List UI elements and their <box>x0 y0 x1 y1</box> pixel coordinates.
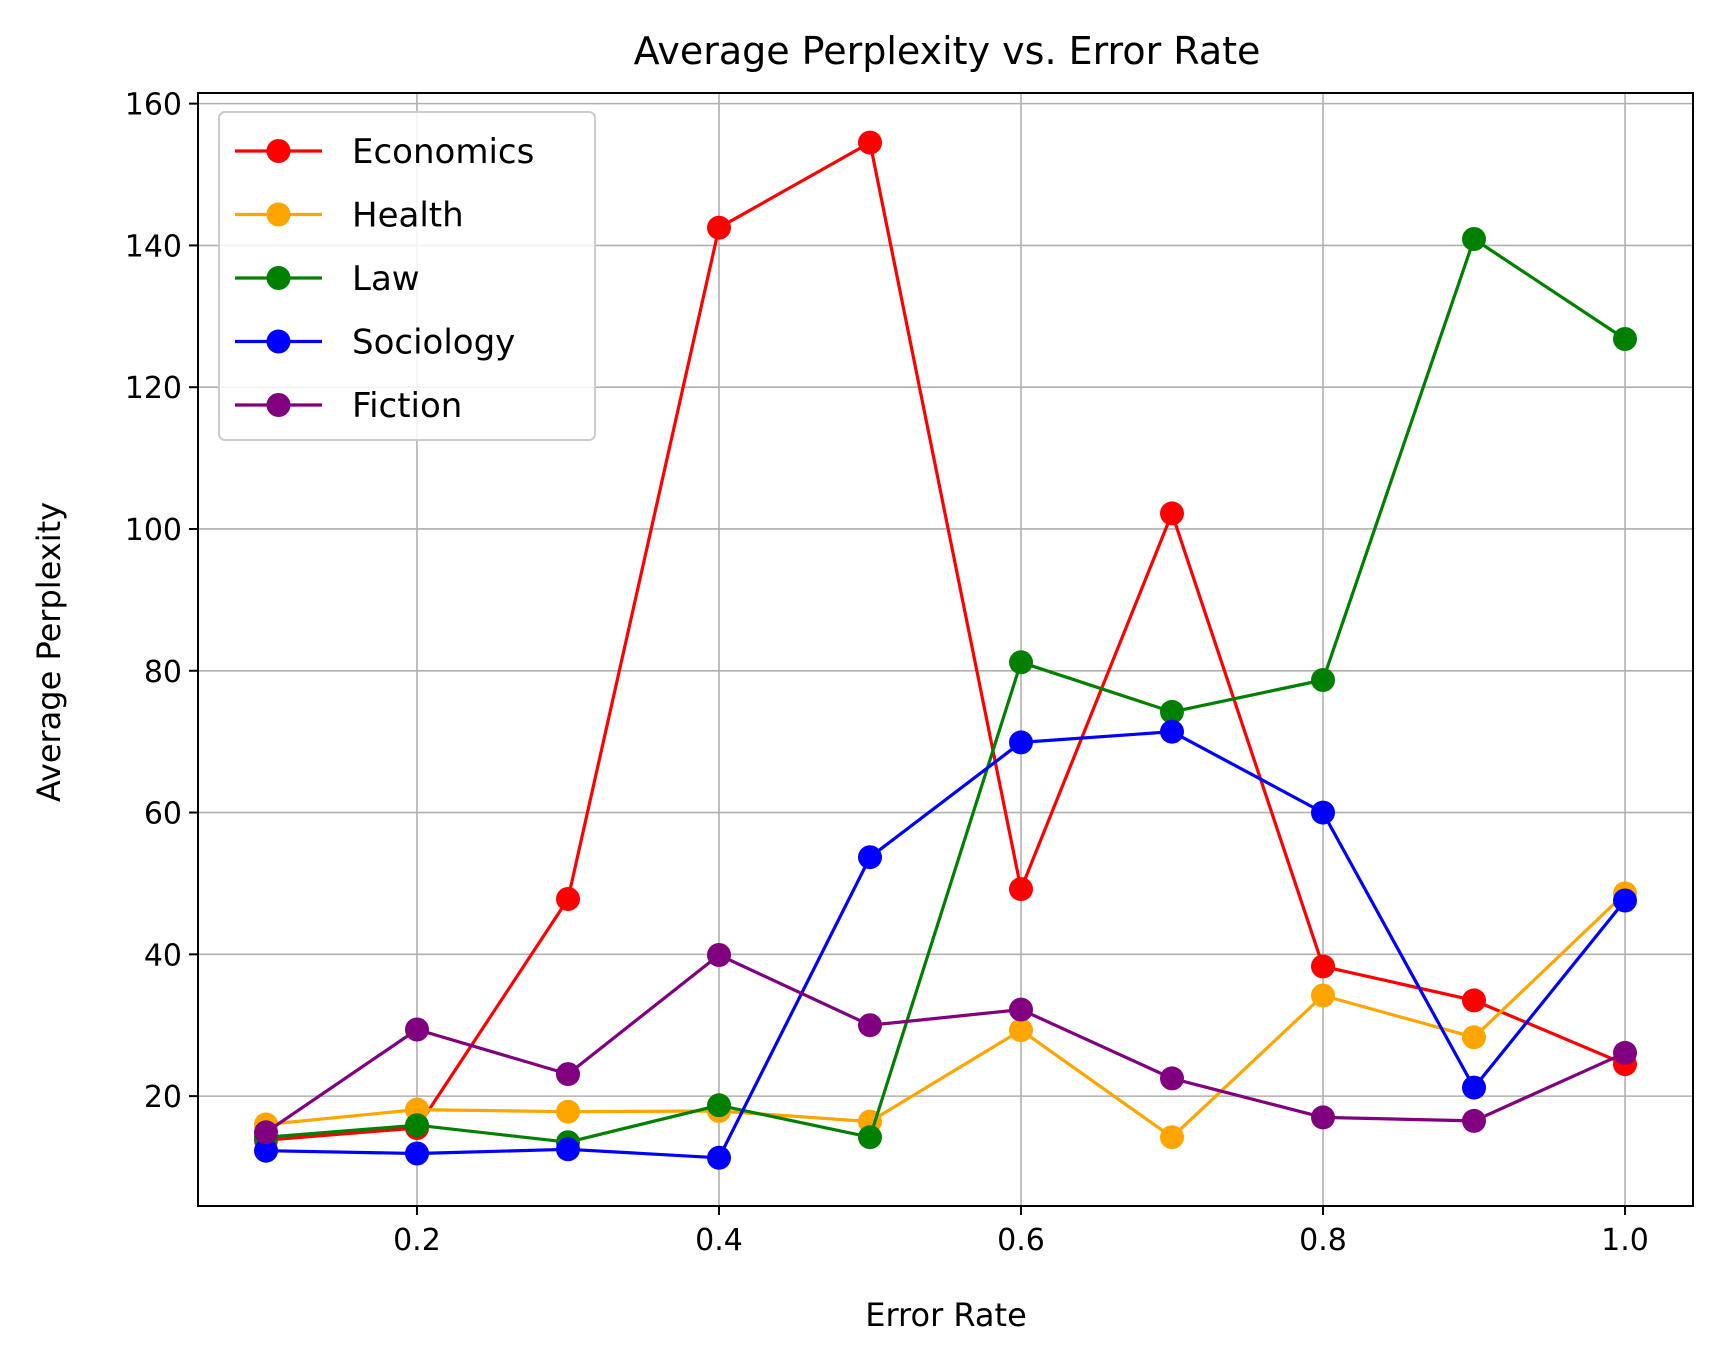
data-point-law <box>707 1093 731 1118</box>
data-point-fiction <box>405 1017 429 1042</box>
x-tick-label: 0.2 <box>393 1223 441 1258</box>
legend-item-law: Law <box>235 259 420 299</box>
legend-label: Economics <box>352 132 534 172</box>
data-point-sociology <box>1009 730 1033 755</box>
legend-marker-sociology <box>266 329 291 354</box>
legend: Economics Health Law Sociology Fiction <box>218 111 596 441</box>
data-point-sociology <box>858 845 882 870</box>
x-axis-ticks: 0.2 0.4 0.6 0.8 1.0 <box>393 1206 1649 1258</box>
y-tick-label: 140 <box>125 229 182 264</box>
legend-label: Law <box>352 259 420 299</box>
plot-frame <box>197 92 1694 1207</box>
data-point-fiction <box>707 943 731 967</box>
data-point-sociology <box>254 1138 278 1163</box>
x-tick-label: 0.8 <box>1299 1223 1347 1258</box>
legend-marker-fiction <box>266 393 291 417</box>
legend-box <box>218 111 596 441</box>
data-point-sociology <box>1613 888 1637 913</box>
data-point-fiction <box>858 1013 882 1038</box>
legend-item-health: Health <box>235 196 464 236</box>
x-axis-label: Error Rate <box>865 1296 1027 1334</box>
data-point-economics <box>1160 501 1184 526</box>
series-layer <box>254 130 1637 1170</box>
data-point-fiction <box>1311 1105 1335 1130</box>
data-point-economics <box>707 215 731 240</box>
legend-item-sociology: Sociology <box>235 323 515 363</box>
data-point-fiction <box>1462 1108 1486 1133</box>
data-point-economics <box>1009 877 1033 902</box>
data-point-economics <box>1462 988 1486 1013</box>
series-line-fiction <box>265 953 1626 1134</box>
series-economics <box>254 130 1637 1153</box>
data-point-law <box>1311 668 1335 692</box>
data-point-economics <box>858 130 882 155</box>
data-point-law <box>1462 227 1486 251</box>
y-tick-label: 60 <box>144 797 182 832</box>
x-tick-label: 0.6 <box>997 1223 1045 1258</box>
data-point-economics <box>1311 954 1335 979</box>
series-sociology <box>254 719 1637 1170</box>
series-line-law <box>265 237 1626 1144</box>
data-point-sociology <box>707 1145 731 1170</box>
y-tick-label: 100 <box>125 513 182 548</box>
series-fiction <box>254 943 1637 1145</box>
data-point-health <box>1009 1018 1033 1043</box>
data-point-law <box>1613 327 1637 351</box>
data-point-sociology <box>556 1137 580 1162</box>
data-point-fiction <box>556 1062 580 1087</box>
data-point-health <box>1462 1025 1486 1050</box>
data-point-health <box>1311 983 1335 1008</box>
data-point-sociology <box>405 1141 429 1166</box>
data-point-law <box>858 1125 882 1150</box>
y-axis-ticks: 20 40 60 80 100 120 140 160 <box>125 88 198 1115</box>
legend-marker-law <box>266 266 291 290</box>
legend-item-fiction: Fiction <box>235 386 462 426</box>
legend-label: Sociology <box>352 323 515 363</box>
data-point-law <box>405 1113 429 1138</box>
data-point-fiction <box>1160 1066 1184 1091</box>
y-tick-label: 120 <box>125 371 182 406</box>
x-tick-label: 1.0 <box>1601 1223 1649 1258</box>
data-point-economics <box>556 887 580 911</box>
series-line-sociology <box>265 730 1627 1160</box>
y-tick-label: 20 <box>144 1080 182 1115</box>
data-point-law <box>1160 699 1184 724</box>
x-tick-label: 0.4 <box>695 1223 743 1258</box>
series-line-health <box>265 892 1627 1139</box>
legend-label: Health <box>352 196 464 236</box>
y-tick-label: 40 <box>144 938 182 973</box>
data-point-health <box>556 1099 580 1124</box>
data-point-fiction <box>1009 997 1033 1022</box>
y-tick-label: 80 <box>144 655 182 690</box>
legend-label: Fiction <box>352 386 462 426</box>
legend-marker-health <box>266 202 291 227</box>
y-tick-label: 160 <box>125 88 182 123</box>
data-point-health <box>1160 1125 1184 1150</box>
data-point-fiction <box>1613 1040 1637 1065</box>
legend-item-economics: Economics <box>235 132 534 172</box>
legend-marker-economics <box>266 139 291 163</box>
series-health <box>254 881 1637 1150</box>
data-point-sociology <box>1160 719 1184 744</box>
data-point-law <box>1009 650 1033 675</box>
series-line-economics <box>265 141 1626 1142</box>
data-point-sociology <box>1462 1075 1486 1100</box>
chart-title: Average Perplexity vs. Error Rate <box>634 29 1261 73</box>
data-point-fiction <box>254 1120 278 1145</box>
data-point-sociology <box>1311 800 1335 825</box>
y-axis-label: Average Perplexity <box>30 502 68 802</box>
